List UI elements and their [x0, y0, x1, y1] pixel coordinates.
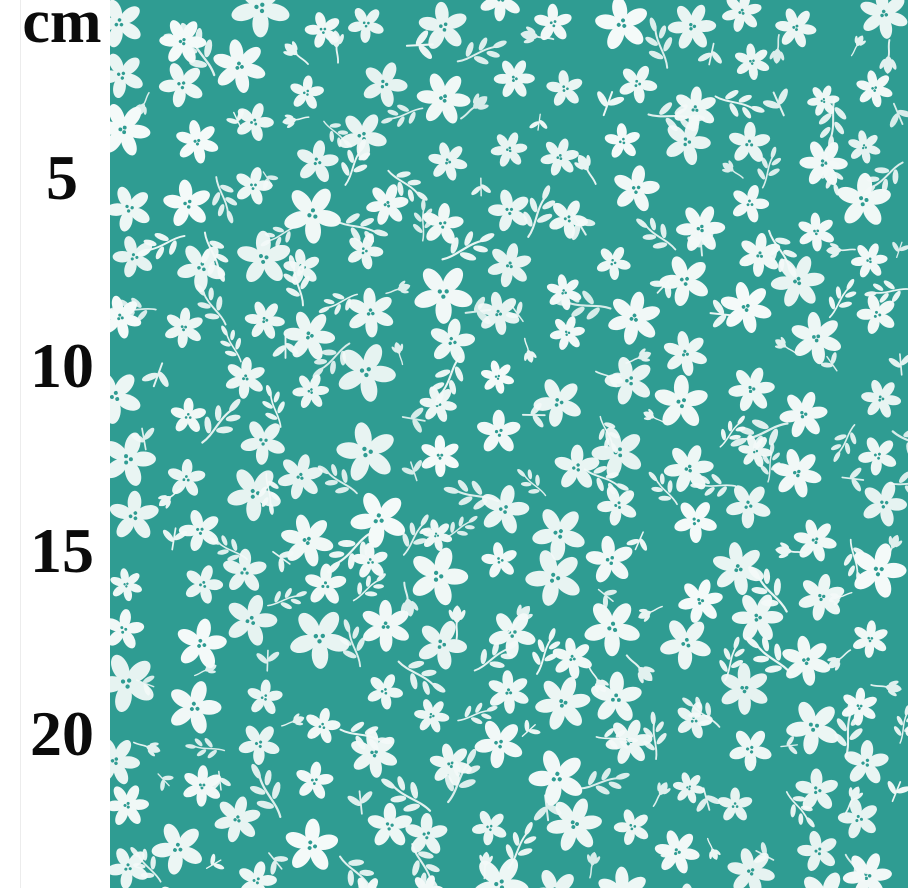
ruler-tick-20: 20 — [30, 698, 94, 769]
ruler-tick-15: 15 — [30, 515, 94, 586]
ruler-edge-line — [20, 0, 21, 888]
fabric-swatch — [110, 0, 908, 888]
ruler-tick-5: 5 — [46, 142, 78, 213]
ruler-unit-label: cm — [22, 0, 102, 56]
ruler-strip: cm 5 10 15 20 — [0, 0, 110, 888]
ruler-tick-10: 10 — [30, 330, 94, 401]
